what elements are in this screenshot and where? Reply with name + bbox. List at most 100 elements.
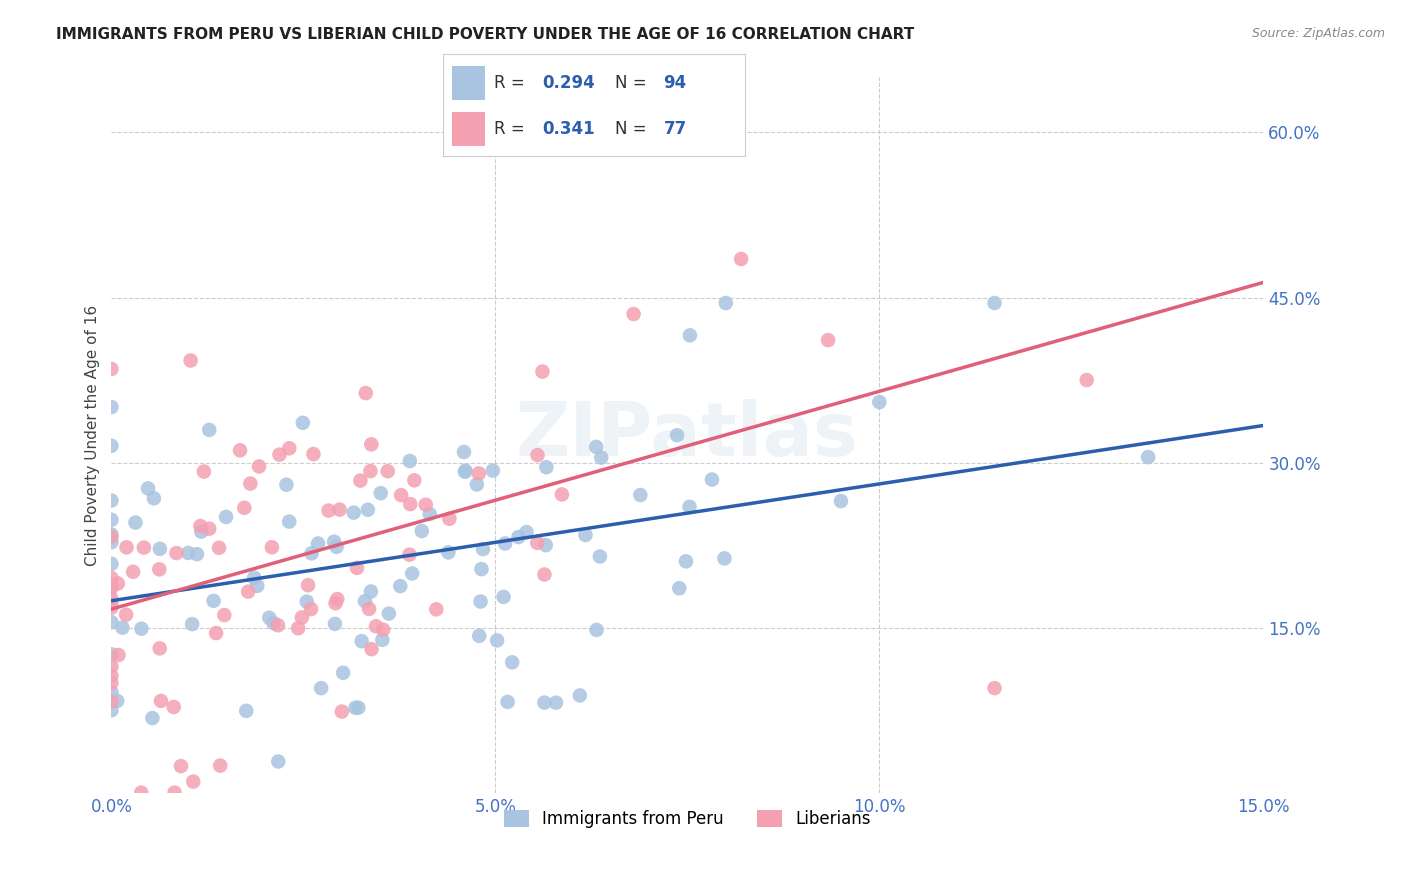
Point	[149, 541, 172, 556]
Point	[302, 447, 325, 461]
Point	[100, 669, 122, 683]
Point	[325, 540, 347, 554]
Point	[149, 694, 172, 708]
Point	[360, 437, 382, 451]
Point	[364, 619, 387, 633]
Point	[263, 616, 285, 631]
Point	[591, 450, 613, 465]
Point	[496, 695, 519, 709]
Point	[100, 527, 122, 541]
Point	[190, 519, 212, 533]
Point	[1137, 450, 1160, 464]
Point	[349, 474, 371, 488]
Point	[454, 465, 477, 479]
Point	[531, 365, 554, 379]
Point	[370, 486, 392, 500]
Point	[243, 571, 266, 585]
Point	[100, 439, 122, 453]
Point	[346, 561, 368, 575]
Point	[100, 600, 122, 615]
Point	[291, 610, 314, 624]
Point	[359, 464, 381, 478]
Point	[534, 538, 557, 552]
Point	[307, 536, 329, 550]
Point	[142, 491, 165, 506]
Point	[100, 578, 122, 592]
Point	[100, 597, 122, 611]
Point	[404, 473, 426, 487]
Point	[585, 440, 607, 454]
Point	[163, 786, 186, 800]
Point	[533, 567, 555, 582]
Point	[389, 488, 412, 502]
Point	[526, 536, 548, 550]
Point	[344, 701, 367, 715]
Point	[330, 705, 353, 719]
Point	[830, 494, 852, 508]
FancyBboxPatch shape	[451, 66, 485, 100]
Point	[415, 498, 437, 512]
Point	[389, 579, 412, 593]
Point	[533, 696, 555, 710]
Point	[107, 648, 129, 662]
Legend: Immigrants from Peru, Liberians: Immigrants from Peru, Liberians	[498, 803, 877, 834]
Point	[471, 542, 494, 557]
Point	[360, 584, 382, 599]
Point	[214, 608, 236, 623]
Point	[202, 594, 225, 608]
Point	[267, 618, 290, 632]
Point	[454, 464, 477, 478]
Point	[100, 685, 122, 699]
FancyBboxPatch shape	[451, 112, 485, 145]
Text: 0.341: 0.341	[543, 120, 595, 138]
Point	[131, 622, 153, 636]
Point	[1076, 373, 1098, 387]
Point	[129, 786, 152, 800]
Point	[100, 615, 122, 630]
Point	[347, 700, 370, 714]
Point	[208, 541, 231, 555]
Point	[983, 296, 1005, 310]
Point	[163, 700, 186, 714]
Point	[215, 509, 238, 524]
Text: Source: ZipAtlas.com: Source: ZipAtlas.com	[1251, 27, 1385, 40]
Point	[419, 507, 441, 521]
Point	[508, 530, 530, 544]
Point	[100, 703, 122, 717]
Point	[585, 623, 607, 637]
Point	[486, 633, 509, 648]
Point	[494, 536, 516, 550]
Point	[166, 546, 188, 560]
Point	[278, 442, 301, 456]
Point	[357, 602, 380, 616]
Point	[401, 566, 423, 581]
Point	[190, 524, 212, 539]
Point	[100, 591, 122, 606]
Point	[148, 562, 170, 576]
Point	[235, 704, 257, 718]
Point	[470, 562, 492, 576]
Point	[678, 500, 700, 514]
Point	[193, 465, 215, 479]
Point	[325, 596, 347, 610]
Point	[326, 592, 349, 607]
Point	[198, 423, 221, 437]
Point	[398, 454, 420, 468]
Point	[700, 473, 723, 487]
Point	[107, 576, 129, 591]
Point	[398, 548, 420, 562]
Point	[181, 774, 204, 789]
Point	[177, 546, 200, 560]
Point	[730, 252, 752, 266]
Point	[247, 459, 270, 474]
Point	[371, 632, 394, 647]
Point	[100, 581, 122, 595]
Point	[679, 328, 702, 343]
Point	[111, 621, 134, 635]
Point	[453, 445, 475, 459]
Point	[267, 755, 290, 769]
Point	[354, 594, 377, 608]
Point	[470, 594, 492, 608]
Point	[180, 353, 202, 368]
Point	[411, 524, 433, 538]
